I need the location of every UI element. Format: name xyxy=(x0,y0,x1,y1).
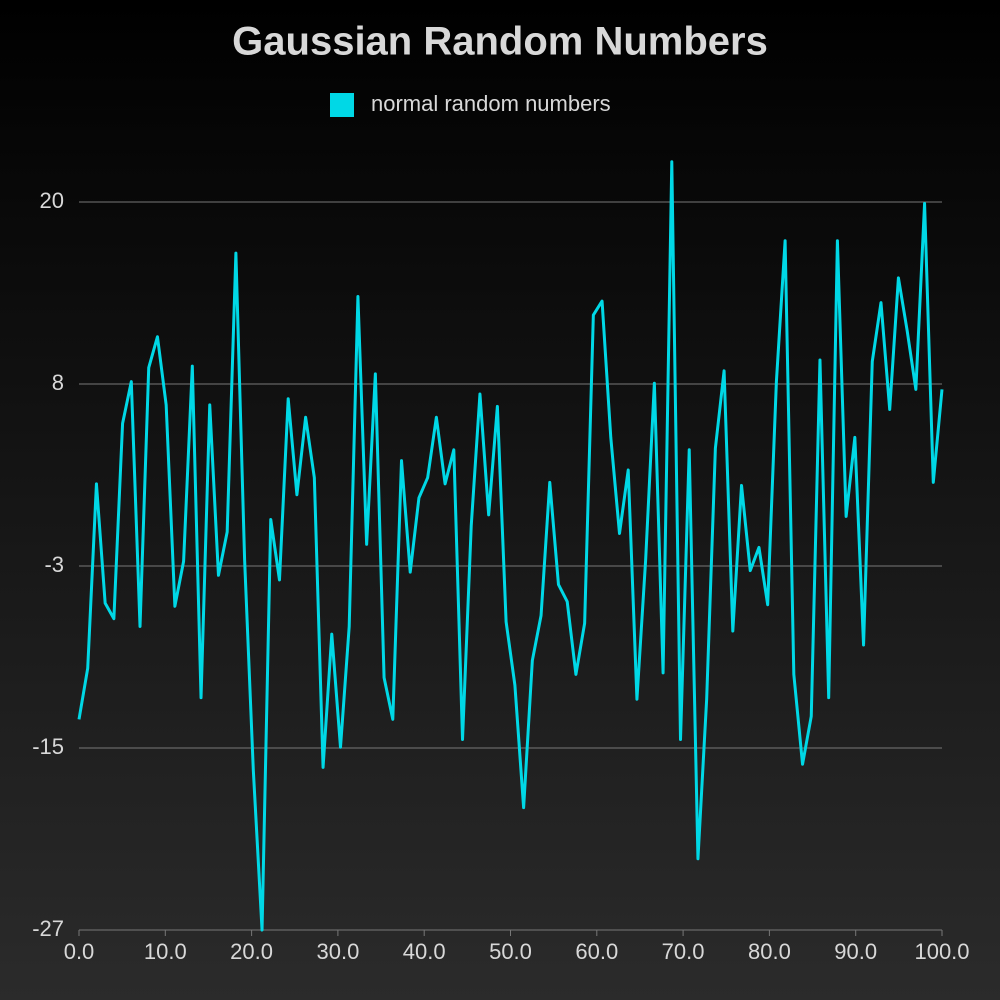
x-tick-label: 0.0 xyxy=(64,939,95,964)
legend-swatch xyxy=(330,93,354,117)
y-tick-label: -3 xyxy=(44,552,64,577)
y-tick-label: -27 xyxy=(32,916,64,941)
x-tick-label: 10.0 xyxy=(144,939,187,964)
x-tick-label: 80.0 xyxy=(748,939,791,964)
x-tick-label: 40.0 xyxy=(403,939,446,964)
y-tick-label: -15 xyxy=(32,734,64,759)
x-tick-label: 70.0 xyxy=(662,939,705,964)
legend-label: normal random numbers xyxy=(371,91,611,116)
x-tick-label: 100.0 xyxy=(914,939,969,964)
y-tick-label: 8 xyxy=(52,370,64,395)
x-tick-label: 90.0 xyxy=(834,939,877,964)
x-tick-label: 20.0 xyxy=(230,939,273,964)
x-tick-label: 50.0 xyxy=(489,939,532,964)
chart-title: Gaussian Random Numbers xyxy=(232,20,768,64)
x-tick-label: 60.0 xyxy=(575,939,618,964)
y-tick-label: 20 xyxy=(40,188,64,213)
x-tick-label: 30.0 xyxy=(316,939,359,964)
data-line xyxy=(77,160,944,932)
